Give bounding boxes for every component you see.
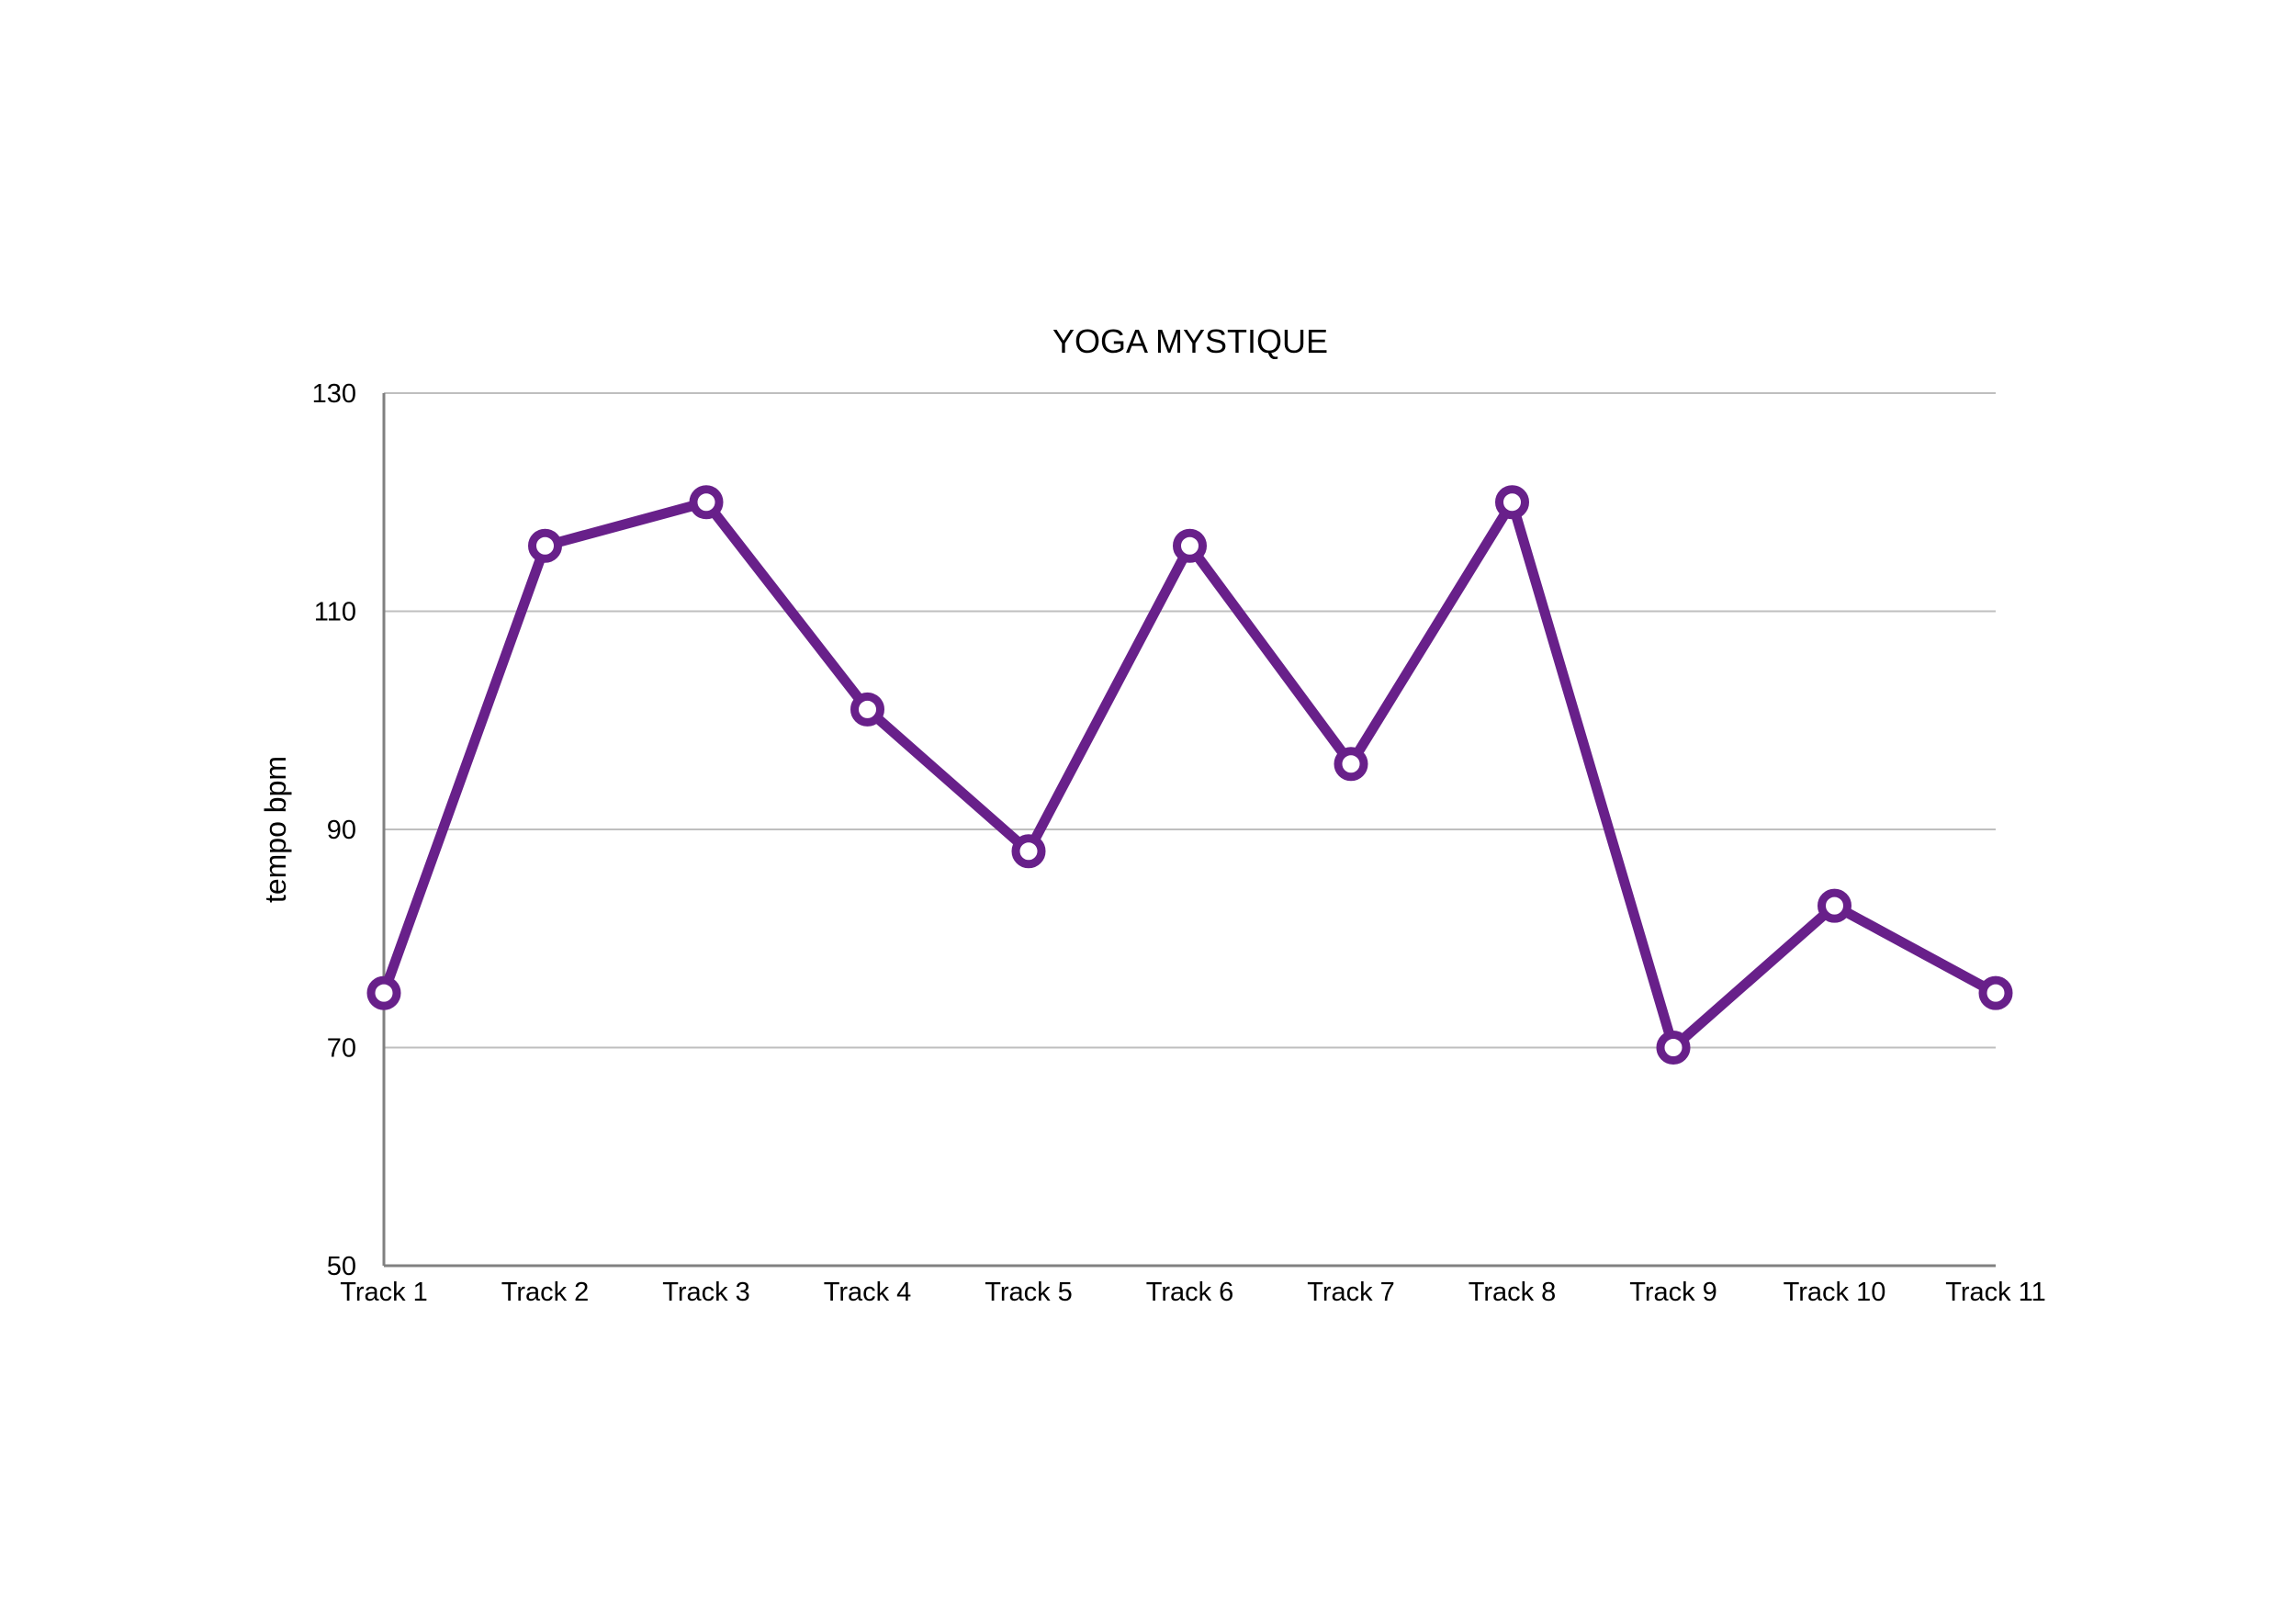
x-tick-label: Track 1 <box>340 1278 428 1307</box>
y-tick-label: 90 <box>327 816 356 845</box>
data-series <box>366 485 2013 1065</box>
series-line <box>378 497 2001 1053</box>
x-tick-label: Track 10 <box>1784 1278 1886 1307</box>
data-point <box>1818 888 1851 923</box>
x-tick-label: Track 3 <box>662 1278 750 1307</box>
x-tick-label: Track 5 <box>985 1278 1073 1307</box>
x-tick-labels: Track 1 Track 2 Track 3 Track 4 Track 5 Track… <box>340 1278 2046 1307</box>
y-tick-label: 130 <box>312 379 356 409</box>
x-tick-label: Track 6 <box>1146 1278 1234 1307</box>
y-tick-label: 50 <box>327 1252 356 1281</box>
axes <box>382 393 1996 1268</box>
data-point <box>1495 485 1529 520</box>
data-point <box>1334 747 1368 782</box>
gridlines <box>384 392 1996 1049</box>
x-tick-label: Track 9 <box>1629 1278 1717 1307</box>
x-tick-label: Track 2 <box>501 1278 590 1307</box>
y-axis-label: tempo bpm <box>259 756 292 903</box>
data-point <box>1011 834 1046 869</box>
data-point <box>689 485 724 520</box>
x-tick-label: Track 8 <box>1469 1278 1557 1307</box>
data-point <box>1656 1031 1691 1065</box>
data-point <box>1173 528 1207 563</box>
chart-title: YOGA MYSTIQUE <box>1052 322 1328 360</box>
y-tick-label: 70 <box>327 1034 356 1064</box>
y-tick-label: 110 <box>314 598 356 627</box>
data-point <box>1978 975 2013 1010</box>
y-tick-labels: 50 70 90 110 130 <box>312 379 356 1281</box>
x-tick-label: Track 11 <box>1945 1278 2046 1307</box>
data-point <box>850 692 884 727</box>
x-tick-label: Track 7 <box>1307 1278 1395 1307</box>
data-point <box>366 975 401 1010</box>
x-tick-label: Track 4 <box>824 1278 912 1307</box>
data-point <box>528 528 562 563</box>
